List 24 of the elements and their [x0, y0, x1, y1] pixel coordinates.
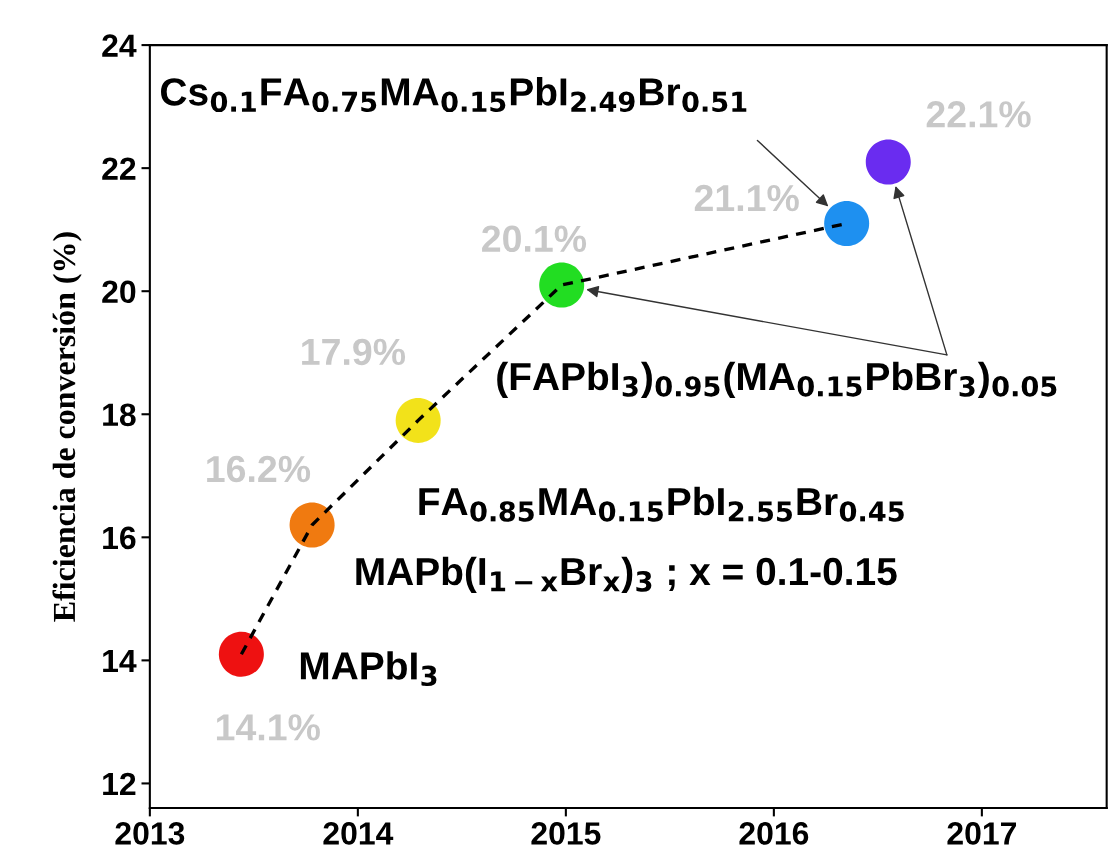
- x-tick-label: 2015: [531, 822, 601, 845]
- point: [218, 631, 264, 677]
- x-tick-label: 2017: [947, 822, 1016, 845]
- annotation: MAPbI$_{3}$: [300, 651, 437, 687]
- annotation: MAPb(I$_{1−x}$Br$_{x}$)$_{3}$ ; x = 0.1-0.15: [356, 556, 897, 593]
- y-tick-label: 24: [102, 34, 137, 57]
- annotation: FA$_{0.85}$MA$_{0.15}$PbI$_{2.55}$Br$_{0.45}$: [419, 486, 904, 522]
- point: [395, 397, 441, 443]
- text: (FAPbI$_{3}$)$_{0.95}$(MA$_{0.15}$PbBr$_{3}$)$_{0.05}$: [497, 361, 1057, 398]
- y-tick-label: 20: [102, 280, 136, 304]
- point: [824, 201, 870, 247]
- y-tick-label: 22: [102, 157, 136, 180]
- y-tick-label: 12: [103, 772, 136, 796]
- point: [289, 502, 335, 548]
- text: Cs$_{0.1}$FA$_{0.75}$MA$_{0.15}$PbI$_{2.49}$Br$_{0.51}$: [161, 77, 747, 113]
- x-tick-label: 2016: [739, 822, 809, 845]
- y-tick-label: 16: [103, 526, 136, 550]
- y-axis-title: Eficiencia de conversión (%): [52, 232, 82, 622]
- y-tick-label: 18: [103, 403, 136, 427]
- point: [539, 262, 585, 308]
- y-tick-label: 14: [103, 649, 137, 672]
- x-tick-label: 2014: [323, 822, 394, 845]
- x-tick-label: 2013: [115, 822, 185, 845]
- point: [865, 139, 911, 185]
